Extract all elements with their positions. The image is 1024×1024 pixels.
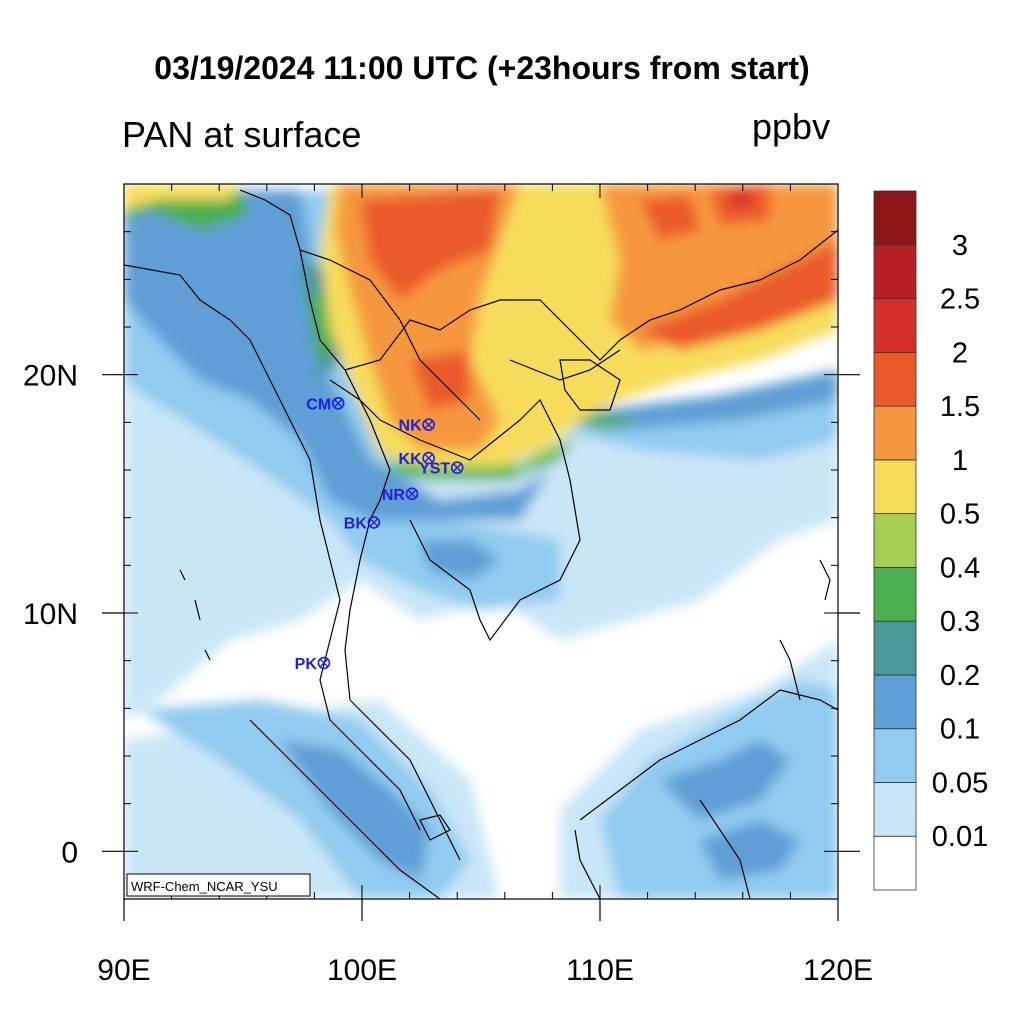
units-label: ppbv bbox=[752, 106, 831, 147]
lat-tick-label: 0 bbox=[61, 836, 78, 869]
lat-tick-label: 10N bbox=[23, 598, 78, 631]
colorbar-label: 3 bbox=[952, 230, 968, 262]
latitude-labels: 20N 10N 0 bbox=[23, 360, 78, 870]
site-nk: NK bbox=[399, 418, 435, 435]
colorbar-swatch bbox=[873, 351, 917, 407]
site-kk: KK bbox=[399, 451, 435, 468]
lat-tick-label: 20N bbox=[23, 360, 78, 393]
colorbar-label: 2.5 bbox=[940, 284, 980, 316]
site-label: PK bbox=[295, 656, 318, 673]
site-label: NK bbox=[399, 418, 423, 435]
site-label: BK bbox=[344, 515, 368, 532]
colorbar-swatch bbox=[873, 782, 917, 837]
plot-frame bbox=[123, 183, 839, 900]
site-label: YST bbox=[419, 461, 450, 478]
colorbar-label: 0.2 bbox=[940, 660, 980, 692]
lon-tick-label: 110E bbox=[566, 954, 634, 987]
coastlines-borders bbox=[124, 189, 838, 899]
colorbar-swatch bbox=[873, 620, 917, 676]
colorbar-label: 0.5 bbox=[940, 499, 980, 531]
site-label: KK bbox=[399, 451, 423, 468]
site-bk: BK bbox=[344, 515, 381, 532]
colorbar-swatch bbox=[873, 459, 917, 515]
colorbar-label: 1 bbox=[952, 445, 968, 477]
colorbar: 0.01 0.05 0.1 0.2 0.3 0.4 0.5 1 1.5 2 2.5 3 bbox=[873, 190, 988, 891]
colorbar-label: 2 bbox=[952, 337, 968, 369]
site-label: NR bbox=[382, 487, 406, 504]
colorbar-label: 0.1 bbox=[940, 714, 980, 746]
colorbar-swatch bbox=[873, 728, 917, 783]
colorbar-label: 0.01 bbox=[932, 821, 988, 853]
site-yst: YST bbox=[419, 461, 464, 478]
site-nr: NR bbox=[382, 487, 419, 504]
colorbar-label: 0.3 bbox=[940, 606, 980, 638]
concentration-field bbox=[124, 184, 838, 899]
lon-tick-label: 90E bbox=[97, 954, 150, 987]
lon-tick-label: 100E bbox=[327, 954, 397, 987]
model-credit: WRF-Chem_NCAR_YSU bbox=[131, 879, 278, 894]
colorbar-swatch bbox=[873, 835, 917, 891]
colorbar-swatch bbox=[873, 405, 917, 461]
map-title: 03/19/2024 11:00 UTC (+23hours from star… bbox=[154, 50, 810, 86]
colorbar-swatch bbox=[873, 566, 917, 622]
site-cm: CM bbox=[306, 396, 345, 413]
colorbar-swatch bbox=[873, 674, 917, 730]
variable-label: PAN at surface bbox=[122, 114, 362, 155]
colorbar-label: 1.5 bbox=[940, 391, 980, 423]
site-label: CM bbox=[306, 396, 331, 413]
colorbar-swatch bbox=[873, 190, 917, 246]
colorbar-swatch bbox=[873, 298, 917, 353]
colorbar-swatch bbox=[873, 513, 917, 568]
colorbar-label: 0.4 bbox=[940, 552, 980, 584]
credit-box bbox=[126, 873, 311, 897]
site-pk: PK bbox=[295, 656, 331, 673]
colorbar-swatch bbox=[873, 244, 917, 299]
colorbar-label: 0.05 bbox=[932, 767, 988, 799]
lon-tick-label: 120E bbox=[803, 954, 873, 987]
longitude-labels: 90E 100E 110E 120E bbox=[97, 954, 873, 987]
